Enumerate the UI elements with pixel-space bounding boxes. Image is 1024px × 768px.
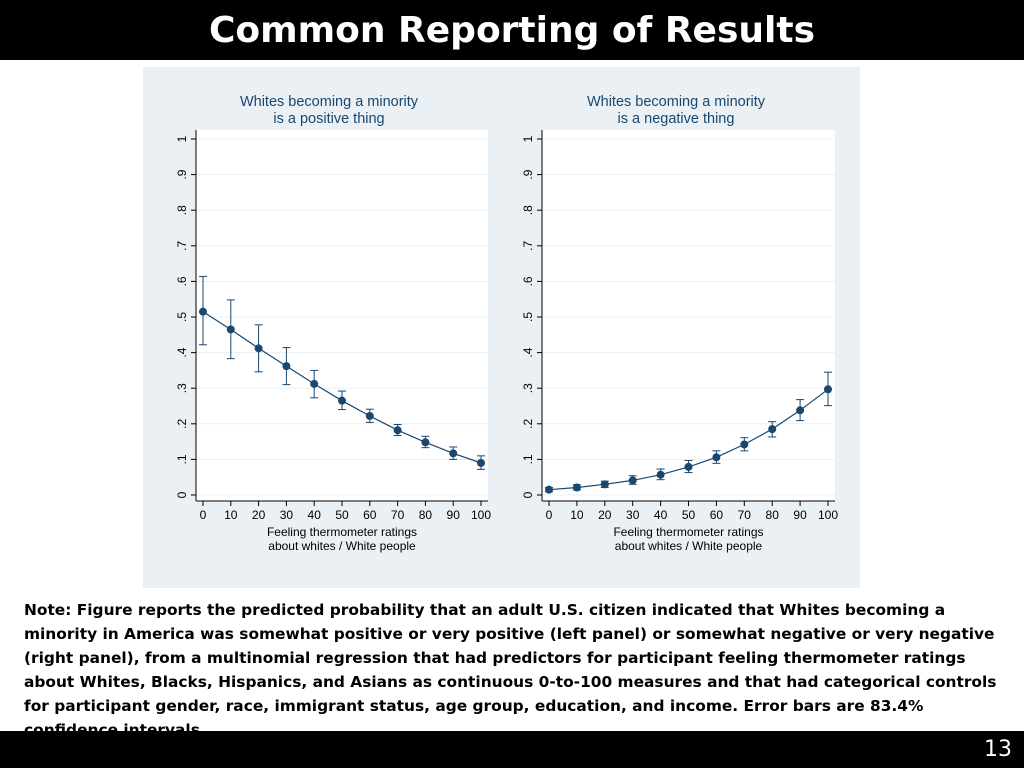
panel-1-plot-area [196, 130, 488, 501]
figure-svg: 0.1.2.3.4.5.6.7.8.910 10 20 30 40 50 60 70 80 90 1… [175, 94, 838, 553]
panel-2-data-point-3 [628, 476, 637, 485]
panel-1-x-label-line-2: about whites / White people [268, 539, 416, 553]
panel-2-y-tick-label-7: .7 [521, 240, 535, 250]
panel-1-y-tick-label-4: .4 [175, 347, 189, 357]
panel-1-x-tick-label-10: 100 [471, 508, 491, 522]
panel-2-data-point-10 [824, 385, 832, 394]
panel-1-y-tick-label-2: .2 [175, 418, 189, 428]
panel-2-data-point-2 [600, 480, 609, 489]
panel-2-x-tick-label-0: 0 [546, 508, 553, 522]
panel-2-x-tick-label-9: 90 [793, 508, 807, 522]
panel-2-y-tick-label-9: .9 [521, 169, 535, 179]
panel-1-title-line-2: is a positive thing [273, 111, 384, 127]
panel-2-x-label-line-1: Feeling thermometer ratings [613, 525, 763, 539]
panel-2-y-tick-label-2: .2 [521, 418, 535, 428]
page-number: 13 [984, 737, 1012, 762]
panel-1-x-label-line-1: Feeling thermometer ratings [267, 525, 417, 539]
panel-1-y-tick-label-6: .6 [175, 276, 189, 286]
panel-2-data-point-6 [712, 453, 721, 462]
panel-2-y-tick-label-1: .1 [521, 454, 535, 464]
panel-1-x-tick-label-0: 0 [200, 508, 207, 522]
panel-2-plot-area [542, 130, 835, 501]
panel-1-y-tick-label-3: .3 [175, 383, 189, 393]
panel-2-data-point-0 [545, 485, 553, 494]
panel-1-x-tick-label-2: 20 [252, 508, 266, 522]
panel-1-x-tick-label-5: 50 [335, 508, 349, 522]
panel-1-data-point-0 [199, 307, 207, 316]
panel-2-x-label-line-2: about whites / White people [615, 539, 763, 553]
panel-2-title-line-2: is a negative thing [618, 111, 735, 127]
panel-2-y-tick-label-10: 1 [521, 135, 535, 142]
figure-area: 0.1.2.3.4.5.6.7.8.9 1 0 10 20 30 40 50 60 70 80 90 1… [143, 67, 860, 588]
panel-2-x-tick-label-7: 70 [738, 508, 752, 522]
panel-1-y-tick-label-5: .5 [175, 312, 189, 322]
panel-1-x-tick-label-9: 90 [447, 508, 461, 522]
panel-1-data-point-9 [449, 449, 458, 458]
panel-2-x-tick-label-2: 20 [598, 508, 612, 522]
panel-1-title-line-1: Whites becoming a minority [240, 94, 419, 110]
panel-1-y-tick-label-10: 1 [175, 135, 189, 142]
figure-note: Note: Figure reports the predicted proba… [24, 601, 997, 739]
panel-1-x-tick-label-6: 60 [363, 508, 377, 522]
panel-1-y-tick-label-8: .8 [175, 205, 189, 215]
panel-2-data-point-4 [656, 470, 665, 479]
footer-bar [0, 731, 1024, 768]
panel-1-y-tick-label-7: .7 [175, 240, 189, 250]
panel-1-data-point-2 [254, 344, 263, 353]
panel-1-x-tick-label-4: 40 [308, 508, 322, 522]
panel-2-data-point-9 [796, 406, 805, 415]
panel-2-data-point-5 [684, 462, 693, 471]
panel-2-x-tick-label-3: 30 [626, 508, 640, 522]
panel-1-x-tick-label-3: 30 [280, 508, 294, 522]
panel-2-x-tick-label-5: 50 [682, 508, 696, 522]
panel-2-y-tick-label-3: .3 [521, 383, 535, 393]
panel-1-data-point-3 [282, 362, 291, 371]
panel-1-y-tick-label-0: 0 [175, 491, 189, 498]
panel-2-y-tick-label-0: 0 [521, 491, 535, 498]
panel-2-x-tick-label-10: 100 [818, 508, 838, 522]
title-bar [0, 0, 1024, 60]
panel-2-data-point-1 [572, 483, 581, 492]
panel-2-y-tick-label-5: .5 [521, 312, 535, 322]
panel-1-data-point-1 [226, 325, 235, 334]
panel-1-data-point-5 [338, 396, 346, 405]
panel-1-x-tick-label-8: 80 [419, 508, 433, 522]
panel-2-x-tick-label-6: 60 [710, 508, 724, 522]
panel-2-x-tick-label-8: 80 [766, 508, 780, 522]
panel-1-x-tick-label-7: 70 [391, 508, 405, 522]
panel-2-y-tick-label-8: .8 [521, 205, 535, 215]
panel-1-y-tick-label-1: .1 [175, 454, 189, 464]
panel-2-data-point-8 [768, 425, 777, 434]
slide-title: Common Reporting of Results [208, 10, 816, 51]
panel-1-data-point-6 [365, 411, 374, 420]
panel-2-y-tick-label-4: .4 [521, 347, 535, 357]
panel-2-title-line-1: Whites becoming a minority [587, 94, 766, 110]
panel-2-x-tick-label-4: 40 [654, 508, 668, 522]
panel-1-data-point-10 [477, 458, 485, 467]
panel-1-data-point-8 [421, 438, 430, 447]
panel-1-data-point-4 [310, 379, 319, 388]
panel-1-y-tick-label-9: .9 [175, 169, 189, 179]
panel-2-x-tick-label-1: 10 [570, 508, 584, 522]
panel-1-data-point-7 [393, 426, 402, 435]
panel-1-x-tick-label-1: 10 [224, 508, 238, 522]
panel-2-data-point-7 [740, 440, 749, 449]
panel-2-y-tick-label-6: .6 [521, 276, 535, 286]
